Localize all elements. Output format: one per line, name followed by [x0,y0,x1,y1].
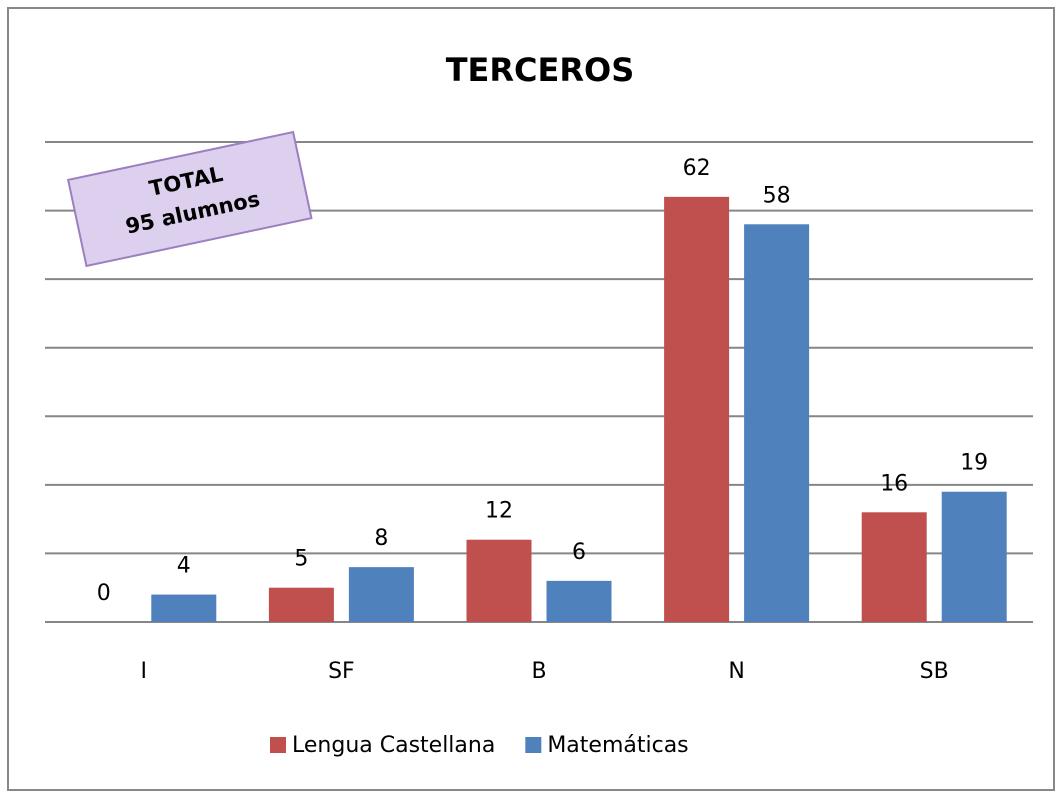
bar [348,567,414,622]
bar [744,224,810,623]
data-label: 6 [572,540,586,565]
legend-label: Lengua Castellana [292,733,495,758]
data-label: 12 [485,499,513,524]
data-label: 16 [880,471,908,496]
bar [861,512,927,622]
data-label: 5 [294,547,308,572]
legend-swatch [525,737,542,753]
data-label: 8 [374,526,388,551]
data-label: 4 [177,554,191,579]
x-tick-label: I [141,659,148,684]
bar [466,539,532,622]
annotation-background [66,130,313,268]
annotation-box: TOTAL 95 alumnos [66,130,313,268]
data-label: 62 [683,156,711,181]
chart-frame [7,7,1055,791]
chart-title: TERCEROS [446,51,635,89]
x-tick-label: N [728,659,744,684]
legend-label: Matemáticas [547,733,688,758]
x-tick-label: B [531,659,546,684]
legend-swatch [270,737,286,753]
data-label: 19 [960,451,988,476]
bar [941,491,1007,622]
x-tick-label: SB [920,659,949,684]
data-label: 58 [763,183,791,208]
bar [664,196,730,622]
data-label: 0 [97,581,111,606]
bar [151,594,217,622]
x-tick-label: SF [328,659,355,684]
bar [546,580,612,622]
bar [268,587,334,622]
